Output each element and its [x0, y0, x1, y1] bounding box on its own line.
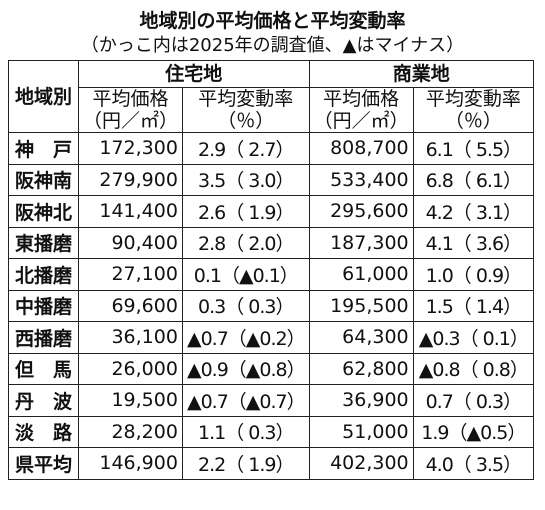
price-cell: 195,500 [308, 289, 414, 322]
change-cell: ▲0.3（ 0.1） [412, 321, 535, 354]
change-cell: ▲0.9（▲0.8） [181, 352, 310, 385]
title: 地域別の平均価格と平均変動率 [139, 10, 406, 32]
price-cell: 26,000 [77, 352, 183, 385]
change-cell: 0.1（▲0.1） [181, 258, 310, 291]
header-line: 平均変動率 [425, 88, 521, 110]
region-cell: 県平均 [8, 447, 79, 480]
region-cell: 北播磨 [8, 258, 79, 291]
price-cell: 172,300 [77, 132, 183, 165]
table: 地域別 住宅地 商業地 平均価格 （円／㎡） 平均変動率 （％） 平均価格 （円／㎡） 平均… [8, 60, 535, 480]
column-header: 平均変動率 （％） [181, 87, 310, 133]
header-line: （円／㎡） [313, 110, 409, 132]
change-cell: 4.2（ 3.1） [412, 195, 535, 228]
price-cell: 64,300 [308, 321, 414, 354]
change-cell: 1.1（ 0.3） [181, 415, 310, 448]
region-cell: 阪神南 [8, 163, 79, 196]
change-cell: 4.1（ 3.6） [412, 226, 535, 259]
header-line: 平均変動率 [198, 88, 294, 110]
column-header: 平均変動率 （％） [412, 87, 535, 133]
header-line: （％） [217, 110, 275, 132]
data-row: 但 馬 26,000 ▲0.9（▲0.8） 62,800 ▲0.8（ 0.8） [8, 352, 535, 385]
price-cell: 187,300 [308, 226, 414, 259]
price-cell: 19,500 [77, 384, 183, 417]
change-cell: 1.9（▲0.5） [412, 415, 535, 448]
region-cell: 中播磨 [8, 289, 79, 322]
price-cell: 90,400 [77, 226, 183, 259]
data-row: 県平均 146,900 2.2（ 1.9） 402,300 4.0（ 3.5） [8, 447, 535, 480]
header-line: 平均価格 [92, 88, 169, 110]
data-row: 中播磨 69,600 0.3（ 0.3） 195,500 1.5（ 1.4） [8, 289, 535, 322]
change-cell: 2.6（ 1.9） [181, 195, 310, 228]
region-cell: 神 戸 [8, 132, 79, 165]
data-row: 淡 路 28,200 1.1（ 0.3） 51,000 1.9（▲0.5） [8, 415, 535, 448]
price-cell: 51,000 [308, 415, 414, 448]
price-cell: 146,900 [77, 447, 183, 480]
change-cell: 1.5（ 1.4） [412, 289, 535, 322]
region-cell: 但 馬 [8, 352, 79, 385]
change-cell: 0.3（ 0.3） [181, 289, 310, 322]
change-cell: 6.8（ 6.1） [412, 163, 535, 196]
data-row: 神 戸 172,300 2.9（ 2.7） 808,700 6.1（ 5.5） [8, 132, 535, 165]
price-cell: 27,100 [77, 258, 183, 291]
column-header: 平均価格 （円／㎡） [308, 87, 414, 133]
data-row: 阪神北 141,400 2.6（ 1.9） 295,600 4.2（ 3.1） [8, 195, 535, 228]
change-cell: 3.5（ 3.0） [181, 163, 310, 196]
change-cell: ▲0.7（▲0.7） [181, 384, 310, 417]
change-cell: 2.2（ 1.9） [181, 447, 310, 480]
price-cell: 69,600 [77, 289, 183, 322]
change-cell: 1.0（ 0.9） [412, 258, 535, 291]
region-cell: 東播磨 [8, 226, 79, 259]
header-row: 地域別 住宅地 商業地 [8, 60, 535, 133]
data-row: 北播磨 27,100 0.1（▲0.1） 61,000 1.0（ 0.9） [8, 258, 535, 291]
header-row: 平均価格 （円／㎡） 平均変動率 （％） 平均価格 （円／㎡） 平均変動率 （％） [9, 87, 535, 133]
price-cell: 279,900 [77, 163, 183, 196]
region-cell: 西播磨 [8, 321, 79, 354]
price-cell: 295,600 [308, 195, 414, 228]
data-row: 阪神南 279,900 3.5（ 3.0） 533,400 6.8（ 6.1） [8, 163, 535, 196]
price-cell: 141,400 [77, 195, 183, 228]
column-header: 平均価格 （円／㎡） [77, 87, 183, 133]
header-line: 平均価格 [323, 88, 400, 110]
group-header: 商業地 [308, 60, 535, 88]
header-line: （％） [444, 110, 502, 132]
change-cell: 4.0（ 3.5） [412, 447, 535, 480]
change-cell: ▲0.8（ 0.8） [412, 352, 535, 385]
region-cell: 阪神北 [8, 195, 79, 228]
header-line: （円／㎡） [82, 110, 178, 132]
price-cell: 533,400 [308, 163, 414, 196]
table-head: 地域別 住宅地 商業地 平均価格 （円／㎡） 平均変動率 （％） 平均価格 （円／㎡） 平均… [8, 60, 535, 133]
change-cell: 6.1（ 5.5） [412, 132, 535, 165]
price-cell: 36,900 [308, 384, 414, 417]
change-cell: 2.9（ 2.7） [181, 132, 310, 165]
change-cell: 2.8（ 2.0） [181, 226, 310, 259]
change-cell: ▲0.7（▲0.2） [181, 321, 310, 354]
change-cell: 0.7（ 0.3） [412, 384, 535, 417]
data-row: 東播磨 90,400 2.8（ 2.0） 187,300 4.1（ 3.6） [8, 226, 535, 259]
region-header: 地域別 [8, 60, 79, 133]
region-cell: 丹 波 [8, 384, 79, 417]
price-cell: 28,200 [77, 415, 183, 448]
price-cell: 402,300 [308, 447, 414, 480]
region-cell: 淡 路 [8, 415, 79, 448]
table-body: 神 戸 172,300 2.9（ 2.7） 808,700 6.1（ 5.5） 阪神南 27… [8, 132, 535, 480]
price-cell: 808,700 [308, 132, 414, 165]
group-header: 住宅地 [77, 60, 310, 88]
data-row: 丹 波 19,500 ▲0.7（▲0.7） 36,900 0.7（ 0.3） [8, 384, 535, 417]
price-cell: 62,800 [308, 352, 414, 385]
data-row: 西播磨 36,100 ▲0.7（▲0.2） 64,300 ▲0.3（ 0.1） [8, 321, 535, 354]
price-cell: 36,100 [77, 321, 183, 354]
price-cell: 61,000 [308, 258, 414, 291]
subtitle: （かっこ内は2025年の調査値、▲はマイナス） [80, 35, 465, 56]
